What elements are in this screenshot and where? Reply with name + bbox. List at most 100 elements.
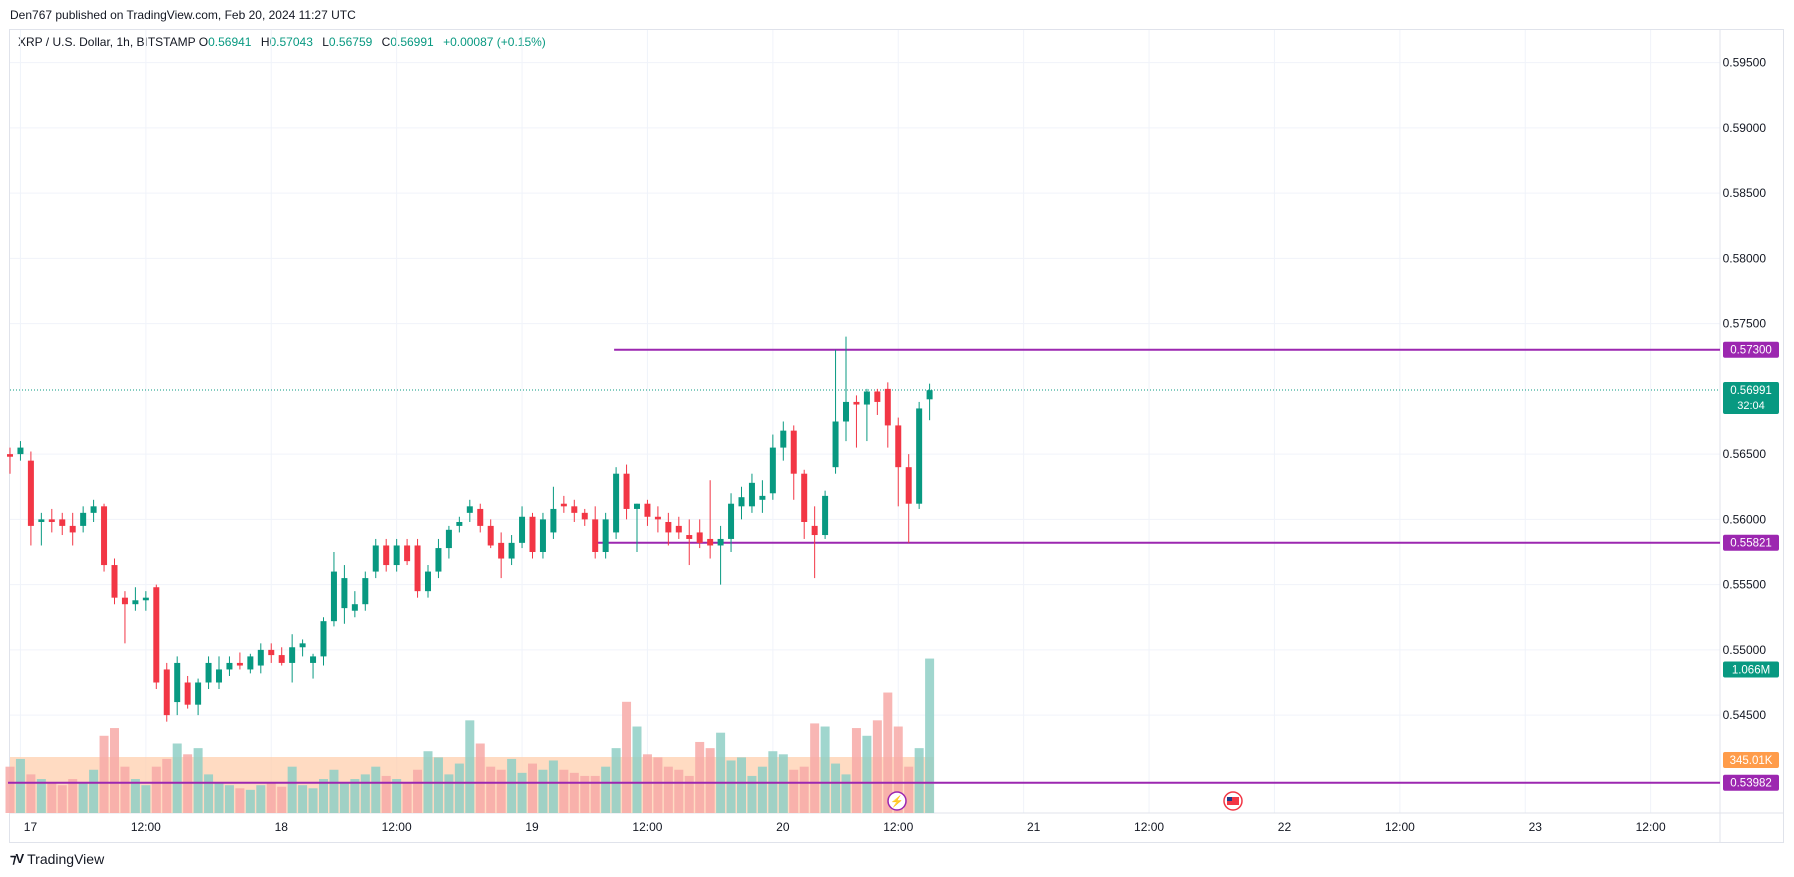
volume-bar: [193, 748, 203, 813]
candle-body: [268, 649, 275, 656]
candle-body: [216, 669, 222, 683]
candle-body: [142, 597, 149, 601]
candle-body: [696, 532, 703, 543]
candle: [466, 499, 473, 522]
candle-body: [529, 516, 536, 552]
candle-body: [550, 508, 557, 533]
candle-body: [853, 401, 860, 405]
candle: [153, 584, 160, 690]
candle: [634, 503, 640, 552]
legend-close: 0.56991: [390, 35, 434, 49]
volume-bar: [496, 769, 506, 813]
volume-bar: [632, 726, 642, 813]
volume-bar: [224, 785, 234, 813]
candle-body: [330, 571, 337, 622]
last-price-tag-bg: [1723, 382, 1779, 415]
volume-bar: [757, 766, 767, 813]
volume-bar: [308, 788, 318, 813]
footer-brand[interactable]: ⁊V TradingView: [10, 851, 104, 867]
candle: [289, 634, 296, 683]
y-axis-labels: 0.59500 0.59000 0.58500 0.58000 0.57500 0.565…: [1723, 56, 1767, 723]
candle-body: [759, 495, 766, 500]
volume-bar: [36, 779, 46, 813]
volume-bar: [381, 775, 391, 813]
legend-open-label: O: [198, 35, 209, 49]
candle: [7, 447, 13, 474]
candle: [581, 508, 588, 526]
x-axis-labels: 17 12:00 18 12:00 19 12:00 20 12:00 21 12:00 22 12:…: [24, 820, 1666, 834]
volume-bar: [872, 720, 882, 813]
candle-body: [780, 430, 787, 448]
volume-bar: [517, 772, 527, 813]
volume-bar: [799, 766, 809, 813]
volume-bar: [820, 726, 830, 813]
candle: [17, 441, 24, 461]
legend-symbol[interactable]: XRP / U.S. Dollar, 1h, BITSTAMP: [18, 35, 196, 49]
candle-body: [27, 460, 34, 526]
volume-bar: [465, 720, 475, 813]
volume-bar: [47, 782, 57, 813]
volume-bar: [141, 785, 151, 813]
volume-bar: [130, 779, 140, 813]
volume-bar: [277, 786, 287, 813]
volume-bar: [810, 723, 820, 813]
candle-body: [477, 508, 484, 526]
volume-bar: [360, 774, 370, 813]
volume-bar: [162, 758, 172, 813]
level-price-tag-text: 0.57300: [1730, 345, 1772, 357]
tradingview-logo-icon: ⁊V: [10, 851, 24, 866]
volume-bar: [266, 782, 276, 813]
candle-body: [404, 545, 411, 562]
candle: [780, 421, 787, 461]
candle: [487, 519, 494, 549]
candle-body: [571, 506, 578, 513]
volume-bar: [287, 766, 297, 813]
candle-body: [69, 525, 76, 533]
candle-body: [278, 655, 285, 663]
candle-body: [884, 388, 891, 426]
candle: [27, 451, 34, 546]
volume-tag-bg: [1723, 661, 1779, 678]
volume-bar: [559, 769, 569, 813]
candle-body: [121, 597, 128, 605]
candle-body: [205, 662, 212, 683]
candle-body: [351, 604, 358, 611]
candle: [843, 336, 849, 442]
candle-body: [414, 545, 421, 592]
candle: [393, 538, 400, 572]
volume-bar: [151, 766, 161, 813]
legend-low: 0.56759: [328, 35, 373, 49]
y-tick-label: 0.58000: [1723, 251, 1767, 265]
y-tick-label: 0.59500: [1723, 56, 1767, 70]
candle: [414, 538, 421, 598]
candle: [602, 512, 609, 559]
y-tick-label: 0.56000: [1723, 512, 1767, 526]
candle: [174, 656, 181, 716]
candle-body: [487, 525, 494, 546]
chart-frame: [9, 29, 1784, 843]
candle: [278, 647, 285, 666]
volume-bar: [256, 785, 266, 813]
candle-body: [257, 649, 264, 666]
candle-body: [769, 447, 776, 494]
level-price-tag-bg: [1723, 774, 1779, 791]
y-tick-label: 0.55000: [1723, 643, 1767, 657]
volume-bar: [663, 766, 673, 813]
x-tick-label: 23: [1529, 820, 1543, 834]
candle-body: [686, 535, 693, 539]
candle-body: [289, 647, 296, 663]
candle: [748, 473, 755, 513]
volume-ma-tag-bg: [1723, 752, 1779, 768]
candle-body: [101, 506, 108, 566]
candle: [644, 499, 651, 526]
candle: [195, 678, 202, 716]
candle-body: [435, 548, 442, 572]
candle: [299, 639, 306, 657]
candle: [874, 388, 881, 415]
candle-body: [623, 473, 630, 509]
bar-countdown: 32:04: [1737, 400, 1765, 412]
candle-body: [445, 529, 452, 549]
candle-body: [602, 519, 609, 552]
candle: [341, 565, 348, 624]
